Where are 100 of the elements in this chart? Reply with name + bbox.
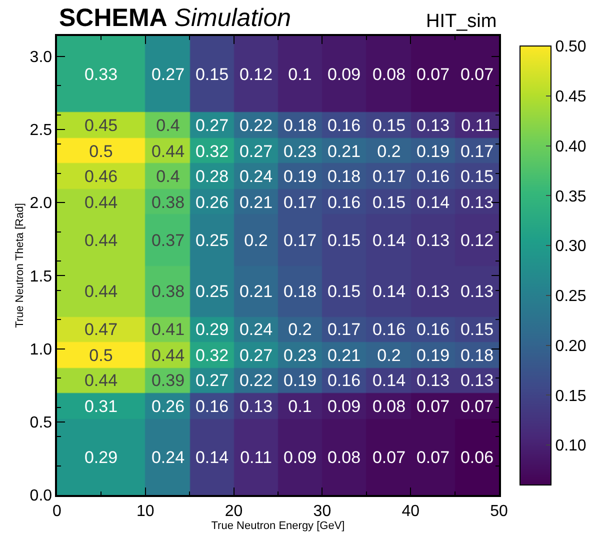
data-label: 0.32: [195, 142, 229, 161]
data-label: 0.09: [327, 396, 361, 416]
data-label: 0.14: [195, 448, 229, 467]
data-label: 0.24: [239, 166, 273, 186]
data-label: 0.07: [460, 64, 494, 84]
data-label: 0.15: [195, 64, 229, 84]
data-label: 0.08: [327, 448, 361, 467]
data-label: 0.13: [239, 396, 273, 416]
data-label: 0.16: [416, 166, 450, 186]
data-label: 0.29: [195, 320, 229, 339]
data-label: 0.41: [151, 320, 185, 339]
data-label: 0.24: [151, 448, 185, 467]
data-label: 0.4: [156, 116, 180, 135]
y-tick-label: 3.0: [30, 49, 52, 66]
y-tick-label: 2.5: [30, 122, 52, 140]
data-label: 0.44: [84, 370, 118, 390]
data-label: 0.27: [239, 142, 273, 161]
chart-subtitle: Simulation: [174, 4, 292, 32]
color-bar-label: 0.30: [555, 238, 586, 256]
color-bar-label: 0.35: [555, 188, 586, 206]
data-label: 0.13: [460, 192, 494, 212]
y-tick-label: 0.0: [30, 488, 52, 505]
data-label: 0.18: [460, 346, 494, 365]
data-label: 0.22: [239, 116, 273, 135]
data-label: 0.09: [283, 448, 317, 467]
data-label: 0.16: [195, 396, 229, 416]
data-label: 0.1: [288, 396, 312, 416]
data-label: 0.13: [416, 282, 450, 301]
data-label: 0.15: [327, 282, 361, 301]
data-label: 0.26: [151, 396, 185, 416]
y-axis-title: True Neutron Theta [Rad]: [14, 203, 26, 328]
text: HIT_sim: [426, 11, 497, 32]
color-bar-label: 0.15: [555, 388, 586, 405]
data-label: 0.13: [416, 230, 450, 250]
data-label: 0.26: [195, 192, 229, 212]
x-tick-label: 0: [52, 502, 62, 520]
data-label: 0.25: [195, 282, 229, 301]
data-label: 0.31: [84, 396, 118, 416]
data-label: 0.07: [372, 448, 406, 467]
data-label: 0.15: [372, 192, 406, 212]
data-label: 0.38: [151, 282, 185, 301]
data-label: 0.16: [327, 116, 361, 135]
data-label: 0.08: [372, 396, 406, 416]
data-label: 0.14: [372, 370, 406, 390]
data-label: 0.44: [151, 142, 185, 161]
data-label: 0.1: [288, 64, 312, 84]
data-label: 0.27: [195, 370, 229, 390]
data-label: 0.21: [327, 346, 361, 365]
color-bar-label: 0.40: [555, 138, 586, 156]
data-label: 0.11: [240, 448, 272, 467]
data-label: 0.38: [151, 192, 185, 212]
data-label: 0.14: [372, 230, 406, 250]
y-tick-label: 2.0: [30, 195, 52, 212]
data-label: 0.2: [244, 230, 268, 250]
data-label: 0.47: [84, 320, 118, 339]
color-bar-label: 0.45: [555, 88, 586, 106]
color-bar-label: 0.25: [555, 288, 586, 306]
color-bar-label: 0.10: [555, 438, 586, 455]
data-label: 0.24: [239, 320, 273, 339]
data-label: 0.07: [416, 396, 450, 416]
data-label: 0.08: [372, 64, 406, 84]
data-label: 0.16: [327, 192, 361, 212]
x-axis-title: True Neutron Energy [GeV]: [211, 520, 345, 532]
color-bar-label: 0.50: [555, 38, 586, 56]
data-label: 0.44: [84, 230, 118, 250]
x-tick-label: 10: [136, 502, 154, 520]
data-label: 0.16: [372, 320, 406, 339]
data-label: 0.18: [283, 116, 317, 135]
data-label: 0.27: [195, 116, 229, 135]
data-label: 0.17: [283, 230, 317, 250]
data-label: 0.25: [195, 230, 229, 250]
data-label: 0.18: [327, 166, 361, 186]
data-label: 0.15: [327, 230, 361, 250]
data-label: 0.29: [84, 448, 118, 467]
data-label: 0.13: [460, 282, 494, 301]
data-label: 0.45: [84, 116, 118, 135]
data-label: 0.09: [327, 64, 361, 84]
data-label: 0.23: [283, 142, 317, 161]
data-label: 0.16: [416, 320, 450, 339]
data-label: 0.28: [195, 166, 229, 186]
data-label: 0.15: [460, 320, 494, 339]
data-label: 0.15: [372, 116, 406, 135]
data-label: 0.19: [283, 166, 317, 186]
data-label: 0.2: [377, 346, 401, 365]
data-label: 0.06: [460, 448, 494, 467]
chart-title: SCHEMA: [59, 4, 168, 32]
data-label: 0.14: [372, 282, 406, 301]
data-label: 0.14: [416, 192, 450, 212]
data-label: 0.19: [416, 142, 450, 161]
data-label: 0.44: [84, 282, 118, 301]
x-tick-label: 40: [402, 502, 420, 520]
data-label: 0.37: [151, 230, 185, 250]
data-label: 0.13: [416, 116, 450, 135]
data-label: 0.16: [327, 370, 361, 390]
data-label: 0.11: [461, 116, 493, 135]
data-label: 0.17: [327, 320, 361, 339]
data-label: 0.13: [416, 370, 450, 390]
data-label: 0.19: [283, 370, 317, 390]
data-label: 0.13: [460, 370, 494, 390]
y-tick-label: 1.0: [30, 341, 52, 358]
